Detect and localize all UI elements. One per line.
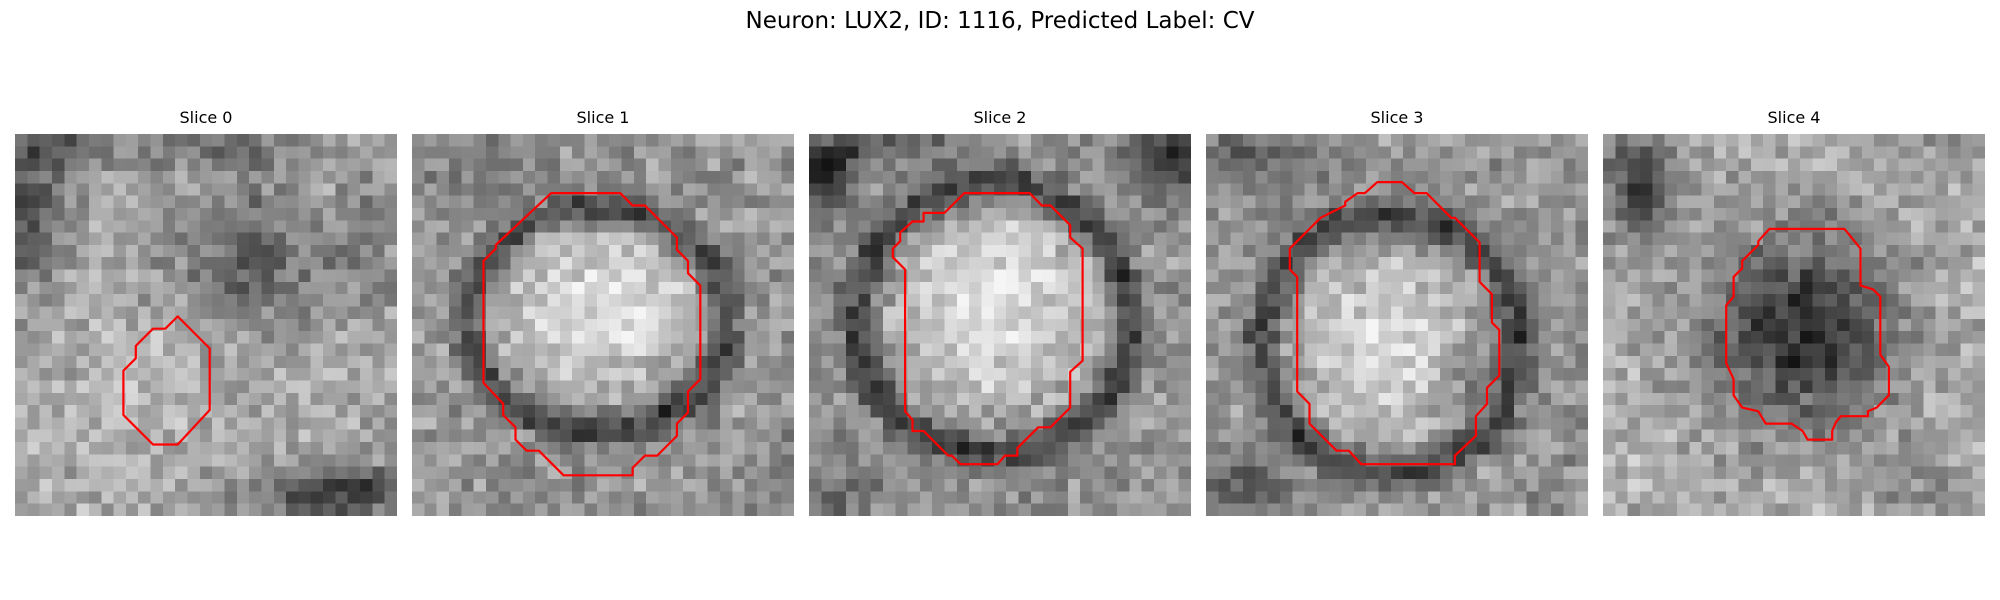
slice-panel-2: Slice 2	[809, 107, 1191, 527]
slice-title-1: Slice 1	[576, 108, 630, 127]
slice-title-3: Slice 3	[1370, 108, 1424, 127]
slice-panel-3: Slice 3	[1206, 107, 1588, 527]
segmentation-contour	[122, 315, 211, 446]
slice-panel-4: Slice 4	[1603, 107, 1985, 527]
slice-panel-0: Slice 0	[15, 107, 397, 527]
slice-image-3	[1206, 134, 1588, 516]
slice-image-0	[15, 134, 397, 516]
segmentation-contour	[482, 191, 702, 477]
slice-image-4	[1603, 134, 1985, 516]
figure-title: Neuron: LUX2, ID: 1116, Predicted Label:…	[745, 8, 1255, 34]
segmentation-contour	[891, 191, 1084, 466]
segmentation-contour	[1725, 227, 1890, 441]
grayscale-pixels	[412, 134, 794, 516]
grayscale-pixels	[1603, 134, 1985, 516]
segmentation-contour	[1288, 180, 1501, 466]
slice-title-4: Slice 4	[1767, 108, 1821, 127]
grayscale-pixels	[15, 134, 397, 516]
slice-title-2: Slice 2	[973, 108, 1027, 127]
slice-panel-1: Slice 1	[412, 107, 794, 527]
slice-title-0: Slice 0	[179, 108, 233, 127]
slice-image-1	[412, 134, 794, 516]
grayscale-pixels	[1206, 134, 1588, 516]
grayscale-pixels	[809, 134, 1191, 516]
slice-image-2	[809, 134, 1191, 516]
